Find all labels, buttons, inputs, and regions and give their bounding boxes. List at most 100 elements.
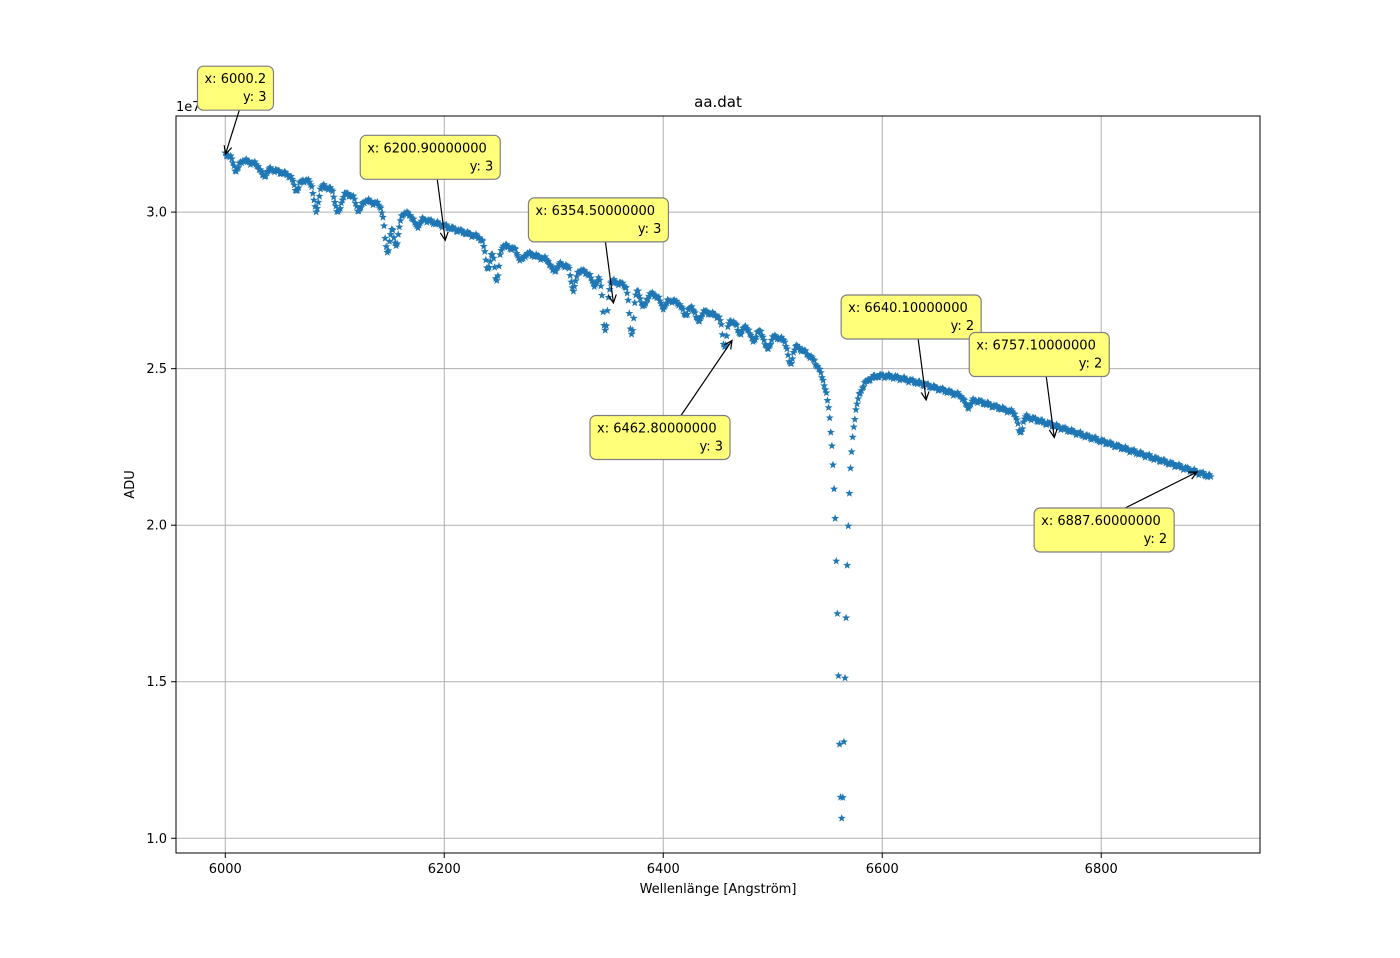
annotation-arrowhead [607,294,617,305]
data-point [745,329,754,338]
data-point [596,281,605,290]
data-point [1136,447,1145,456]
data-point [1040,418,1049,426]
data-point [629,314,638,322]
data-point [1007,405,1016,414]
data-point [790,345,799,354]
data-point [772,332,780,341]
annotation-y-text: y: 2 [1079,357,1103,372]
data-point [623,288,632,297]
data-point [960,395,969,404]
annotation-arrowhead [920,391,930,402]
data-point [733,326,742,334]
data-point [1018,424,1027,433]
x-tick-label: 6800 [1085,862,1118,877]
data-point [395,222,404,231]
data-point [818,373,826,381]
data-point [779,336,788,344]
data-point [549,265,558,274]
data-point [816,368,825,376]
data-point [412,221,421,230]
data-point [784,350,793,359]
annotation-y-text: y: 3 [243,90,267,105]
annotation-box [840,294,982,340]
data-point [677,303,686,311]
data-point [331,202,340,210]
x-axis-label: Wellenlänge [Angström] [640,882,797,897]
data-point [250,157,259,166]
data-point [350,194,359,203]
data-point [418,213,427,222]
data-point [403,207,411,216]
data-point [847,447,856,456]
data-point [242,154,251,163]
annotation-x-text: x: 6354.50000000 [535,204,655,219]
data-point [343,189,352,197]
data-point [959,394,968,403]
data-point [326,183,335,192]
data-point [1183,463,1192,471]
data-point [1199,468,1208,476]
data-point [648,288,657,296]
data-point [1008,407,1017,416]
data-point [672,296,681,305]
data-point [1038,415,1047,424]
data-point [1046,419,1055,427]
data-point [838,793,847,801]
data-point [582,269,591,277]
data-point [844,521,853,530]
data-point [567,277,576,286]
data-point [756,327,765,335]
data-point [287,172,295,180]
data-point [762,341,771,349]
data-point [1022,410,1031,419]
data-point [479,242,488,250]
annotation-y-text: y: 3 [699,439,723,454]
data-point [433,217,442,226]
data-point [1091,433,1100,441]
data-point [463,227,472,236]
data-point [547,262,556,270]
data-point [256,165,265,174]
data-point [328,187,337,195]
data-point [504,242,513,250]
data-point [234,163,243,171]
data-point [396,216,405,225]
data-point [610,275,618,283]
data-point [689,306,698,315]
data-point [595,275,604,284]
data-point [757,331,766,339]
data-point [535,252,544,261]
annotation-arrowhead [439,231,449,242]
data-point [1034,416,1043,425]
data-point [1062,424,1071,433]
data-point [603,306,612,315]
y-tick-label: 1.0 [146,832,167,847]
data-point [718,330,727,339]
data-point [1205,470,1214,479]
data-point [1130,445,1139,454]
data-point [588,276,597,285]
data-point [742,324,751,332]
data-point [693,314,702,322]
data-point [511,244,520,253]
annotation-x-text: x: 6887.60000000 [1041,514,1161,529]
data-series [221,148,1215,822]
data-point [1015,426,1024,434]
data-point [374,200,383,209]
data-point [957,392,966,400]
data-point [1002,405,1010,414]
data-point [306,180,315,189]
data-point [427,215,436,224]
data-point [884,370,893,378]
data-point [491,274,500,282]
annotation-box [1033,507,1175,553]
data-point [715,312,724,321]
data-point [289,177,298,185]
data-point [541,252,549,261]
data-point [228,158,237,167]
data-point [730,318,739,327]
data-point [785,357,794,365]
data-point [568,283,577,292]
data-point [657,299,666,307]
